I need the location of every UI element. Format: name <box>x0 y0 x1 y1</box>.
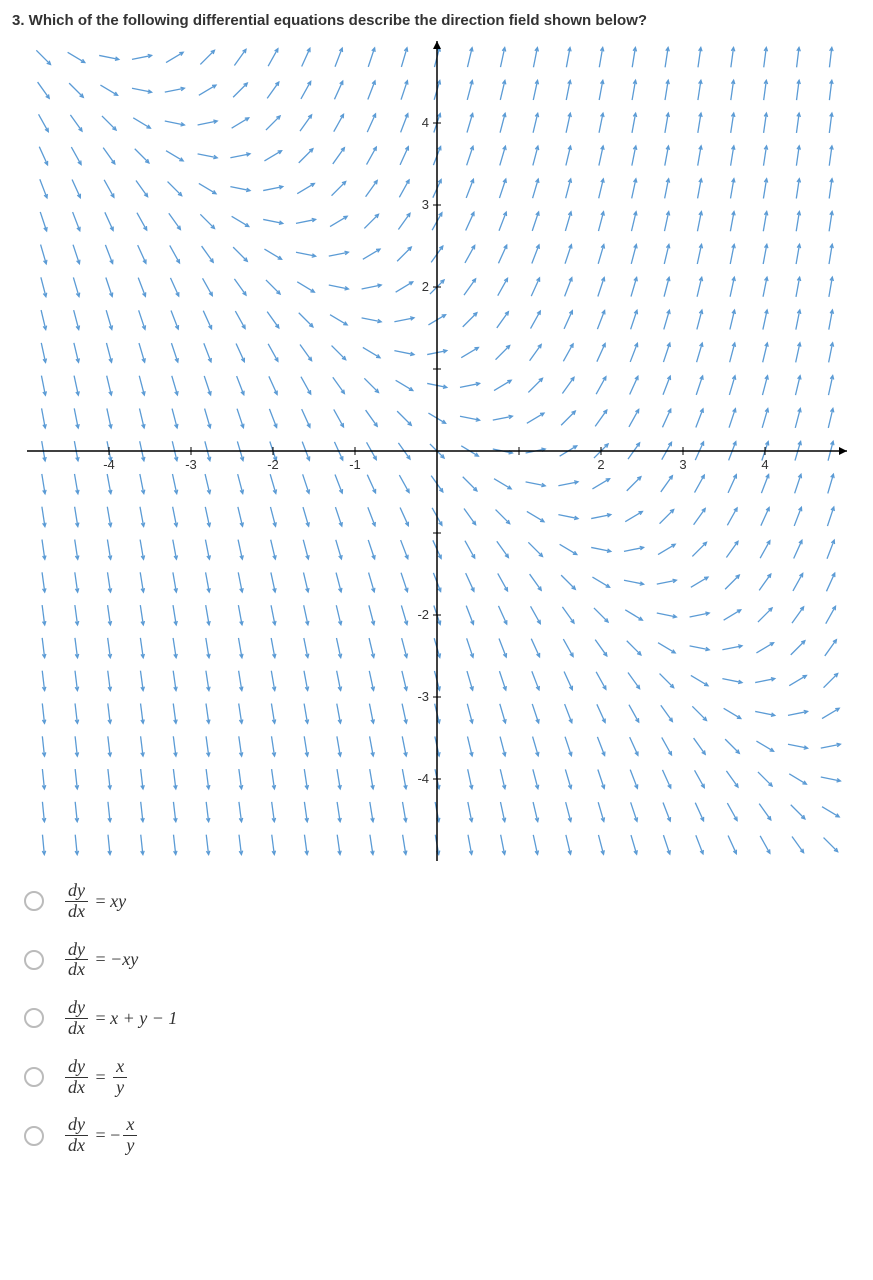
option-e-expr: dy dx = − x y <box>62 1115 140 1156</box>
option-c-expr: dy dx = x + y − 1 <box>62 998 177 1039</box>
svg-text:4: 4 <box>761 457 768 472</box>
svg-text:3: 3 <box>421 197 428 212</box>
option-d-expr: dy dx = x y <box>62 1057 130 1098</box>
option-b-expr: dy dx = −xy <box>62 940 138 981</box>
radio-icon <box>24 891 44 911</box>
svg-text:2: 2 <box>421 279 428 294</box>
options-list: dy dx = xy dy dx = −xy dy dx = x + y − <box>12 881 861 1156</box>
direction-field-chart: -4 -3 -2 -1 2 3 4 4 3 2 -2 -3 -4 <box>27 41 847 861</box>
svg-text:-2: -2 <box>267 457 279 472</box>
radio-icon <box>24 1008 44 1028</box>
svg-text:-3: -3 <box>417 689 429 704</box>
svg-text:3: 3 <box>679 457 686 472</box>
option-a-expr: dy dx = xy <box>62 881 126 922</box>
svg-text:4: 4 <box>421 115 428 130</box>
option-c[interactable]: dy dx = x + y − 1 <box>24 998 861 1039</box>
question-title: 3. Which of the following differential e… <box>12 12 861 29</box>
radio-icon <box>24 1067 44 1087</box>
svg-text:2: 2 <box>597 457 604 472</box>
svg-text:-2: -2 <box>417 607 429 622</box>
option-e[interactable]: dy dx = − x y <box>24 1115 861 1156</box>
radio-icon <box>24 950 44 970</box>
svg-text:-4: -4 <box>103 457 115 472</box>
option-d[interactable]: dy dx = x y <box>24 1057 861 1098</box>
option-a[interactable]: dy dx = xy <box>24 881 861 922</box>
svg-text:-3: -3 <box>185 457 197 472</box>
svg-text:-4: -4 <box>417 771 429 786</box>
svg-text:-1: -1 <box>349 457 361 472</box>
radio-icon <box>24 1126 44 1146</box>
option-b[interactable]: dy dx = −xy <box>24 940 861 981</box>
